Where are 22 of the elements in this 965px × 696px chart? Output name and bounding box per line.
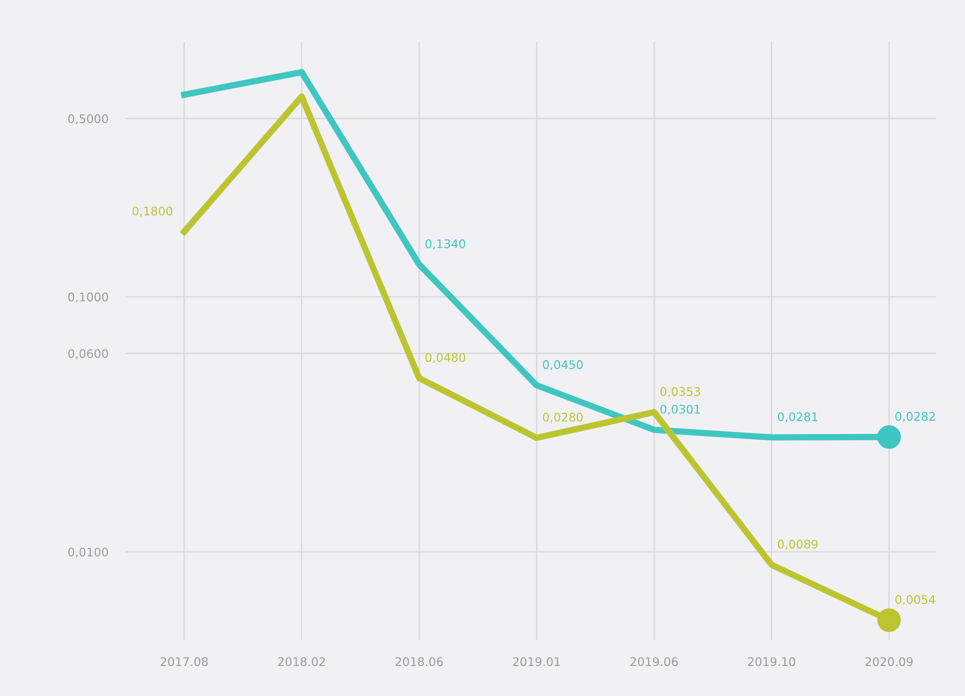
y-tick-label: 0,0600 (68, 349, 108, 360)
x-tick-label: 2018.06 (396, 657, 443, 666)
data-label: 0,0089 (778, 540, 818, 550)
x-tick-label: 2020.09 (866, 657, 913, 666)
data-label: 0,1340 (425, 239, 466, 250)
data-label: 0,0353 (660, 387, 700, 398)
data-label: 0,0282 (895, 412, 935, 422)
data-label: 0,0450 (542, 360, 583, 370)
data-label: 0,0054 (895, 595, 936, 606)
data-label: 0,0280 (542, 412, 583, 423)
y-tick-label: 0,5000 (68, 114, 108, 124)
x-tick-label: 2019.06 (630, 657, 678, 666)
data-label: 0,1800 (132, 206, 172, 217)
x-tick-label: 2017.08 (160, 657, 208, 666)
data-label: 0,0480 (425, 353, 466, 364)
data-label: 0,0301 (660, 404, 700, 415)
data-label: 0,0281 (778, 412, 818, 422)
x-tick-label: 2019.10 (748, 657, 796, 666)
x-tick-label: 2018.02 (278, 657, 325, 666)
y-tick-label: 0,1000 (68, 292, 108, 303)
x-tick-label: 2019.01 (513, 657, 560, 666)
y-tick-label: 0,0100 (68, 548, 108, 558)
